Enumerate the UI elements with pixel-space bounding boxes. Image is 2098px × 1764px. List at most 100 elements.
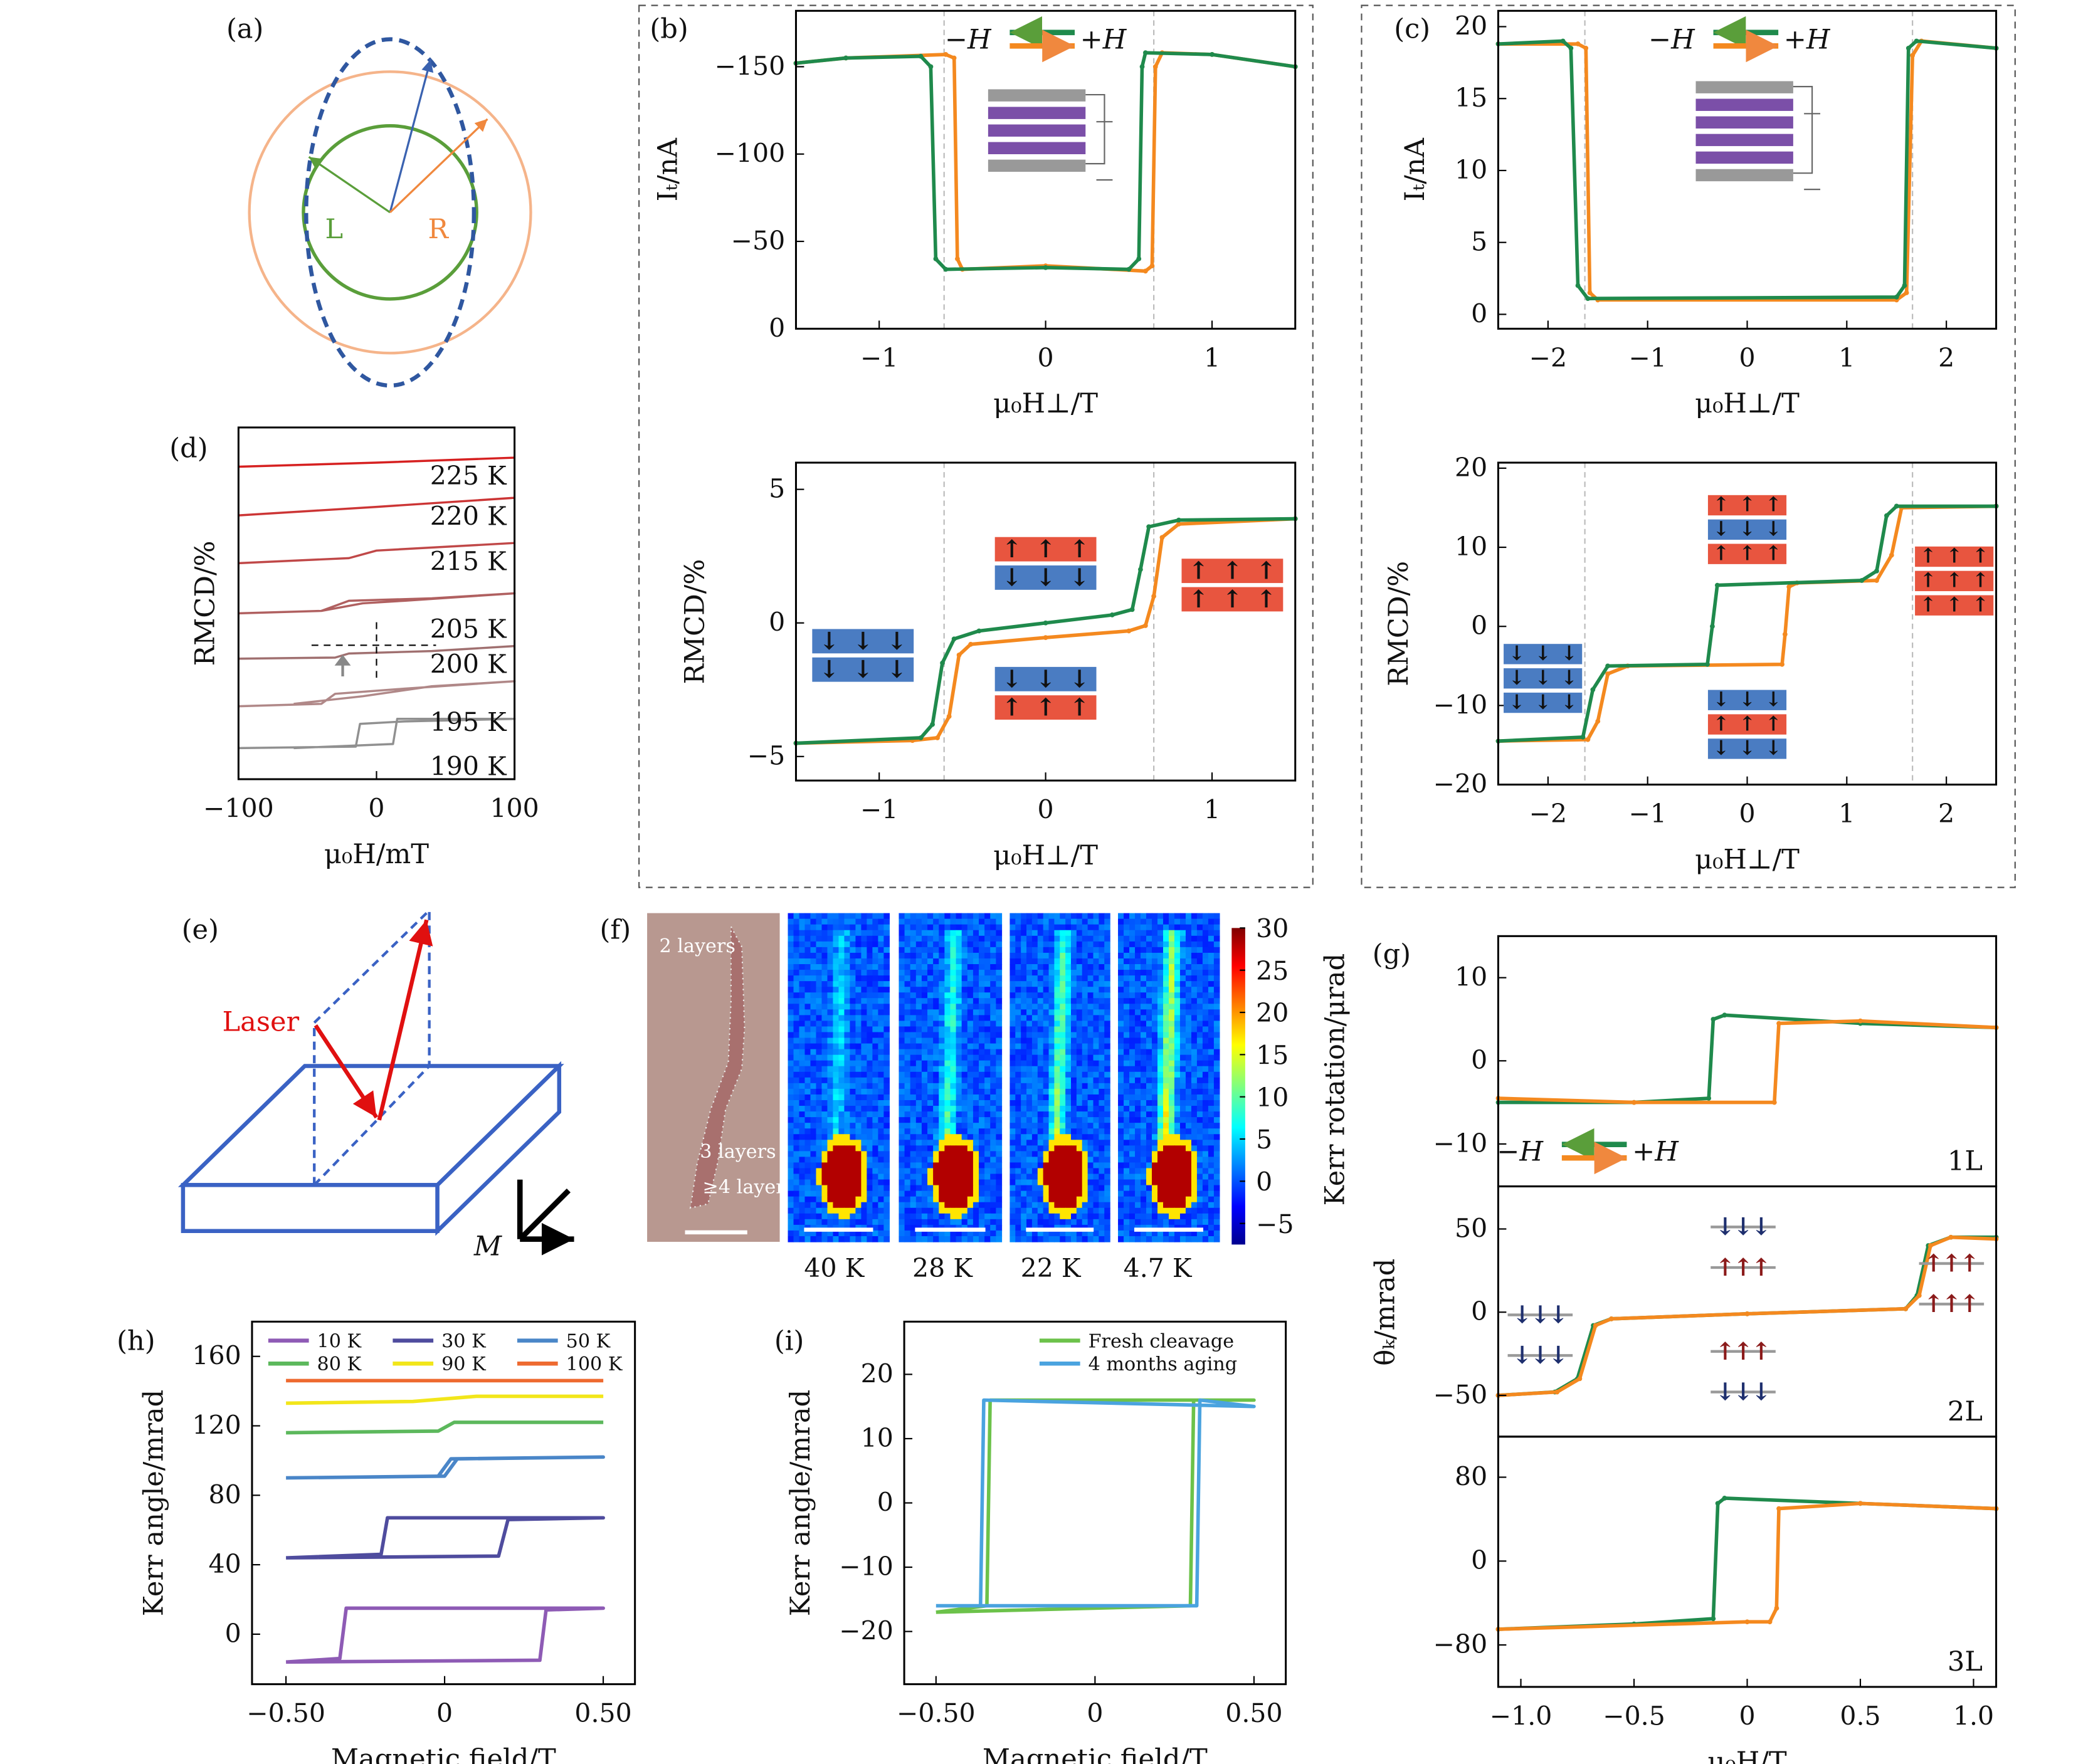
y-tick-label: 10: [1455, 532, 1487, 562]
data-point: [1176, 517, 1181, 523]
down-arrow-icon: ↓: [1733, 1213, 1754, 1241]
data-point: [1903, 1306, 1909, 1311]
temperature-label: 220 K: [430, 501, 507, 531]
plus-h-label: +H: [1784, 24, 1831, 56]
series--h-sweep: [1498, 1501, 1996, 1631]
data-point: [1722, 1496, 1727, 1501]
down-arrow-icon: ↓: [819, 656, 840, 684]
down-arrow-icon: ↓: [1765, 736, 1782, 760]
data-point: [1043, 265, 1048, 270]
up-arrow-icon: ↑: [1001, 694, 1022, 722]
colorbar: [1231, 928, 1245, 1245]
up-arrow-icon: ↑: [1035, 694, 1056, 722]
device-layer: [1695, 81, 1793, 93]
x-tick-label: 1: [1838, 343, 1855, 373]
data-point: [1142, 623, 1148, 628]
spin-layer: [1707, 714, 1787, 735]
sweep-legend-c: −H +H: [1648, 16, 1831, 63]
data-point: [1142, 50, 1148, 56]
up-arrow-icon: ↑: [1188, 557, 1209, 585]
x-tick-label: −2: [1529, 343, 1567, 373]
kerr-map: [1009, 913, 1110, 1242]
spin-layer: [1504, 644, 1583, 664]
data-point: [1575, 41, 1581, 46]
y-tick-label: −10: [1433, 1128, 1488, 1158]
data-point: [1874, 578, 1879, 583]
data-point: [1151, 594, 1157, 599]
data-point: [955, 256, 960, 261]
device-layer: [1695, 169, 1793, 182]
temperature-label: 190 K: [430, 751, 507, 781]
temperature-label: 4.7 K: [1124, 1253, 1193, 1283]
laser-label: Laser: [222, 1006, 299, 1037]
panel-c-frame: [1361, 4, 2016, 888]
y-tick-label: −10: [1433, 690, 1488, 720]
down-arrow-icon: ↓: [1739, 687, 1756, 711]
y-axis-label: RMCD/%: [680, 559, 711, 685]
data-point: [933, 256, 939, 261]
optical-label-4-layers: ≥4 layers: [703, 1176, 795, 1198]
down-arrow-icon: ↓: [1712, 517, 1729, 541]
circuit-wire: [1793, 86, 1813, 174]
chart-g1: 10 0 −10 1L: [1433, 935, 1999, 1188]
plus-h-label: +H: [1080, 24, 1127, 56]
up-arrow-icon: ↑: [1222, 557, 1243, 585]
y-tick-label: 80: [209, 1479, 241, 1509]
down-arrow-icon: ↓: [1508, 690, 1525, 714]
series--h-sweep: [1498, 39, 1996, 301]
spin-layer: [1707, 738, 1787, 759]
data-point: [1774, 1605, 1779, 1611]
up-arrow-icon: ↑: [1919, 544, 1936, 568]
x-tick-label: −0.50: [246, 1698, 325, 1728]
down-arrow-icon: ↓: [1765, 687, 1782, 711]
data-point: [1043, 620, 1048, 626]
x-tick-label: 0: [1739, 343, 1755, 373]
down-arrow-icon: ↓: [1739, 736, 1756, 760]
series-205-k: [238, 592, 516, 615]
data-point: [1767, 1619, 1773, 1625]
chart-g3: −1.0 −0.5 0 0.5 1.0 80 0 −80 μ₀H/T 3L: [1433, 1436, 1999, 1764]
down-arrow-icon: ↓: [1534, 666, 1551, 690]
optical-image: [647, 913, 780, 1242]
data-point: [1568, 46, 1574, 51]
chart-b2: −1 0 1 5 0 −5 μ₀H⊥/T RMCD/%: [680, 461, 1298, 871]
polarization-diagram: L R: [248, 37, 532, 388]
data-point: [946, 713, 952, 719]
up-arrow-icon: ↑: [1946, 592, 1963, 616]
series-10-k: [285, 1606, 605, 1664]
data-point: [1577, 1376, 1583, 1382]
panel-label-a: (a): [226, 13, 263, 45]
data-point: [943, 266, 949, 272]
device-schematic-c: [1695, 81, 1821, 191]
down-arrow-icon: ↓: [887, 656, 907, 684]
series--h-sweep: [1498, 1013, 1996, 1105]
colorbar-tick-label: −5: [1256, 1209, 1294, 1239]
x-tick-label: 2: [1938, 799, 1954, 829]
down-arrow-icon: ↓: [1534, 641, 1551, 665]
x-axis-label: μ₀H/mT: [324, 839, 429, 870]
spin-configuration-g2: ↑↑↑↑↑↑: [1919, 1249, 1985, 1318]
temperature-label: 225 K: [430, 461, 507, 491]
x-tick-label: 0: [1739, 1701, 1755, 1731]
data-point: [1714, 582, 1720, 588]
x-tick-label: 0.5: [1840, 1701, 1880, 1731]
optical-label-3-layers: 3 layers: [700, 1141, 776, 1163]
x-tick-label: 1: [1204, 795, 1220, 825]
up-arrow-icon: ↑: [1919, 592, 1936, 616]
x-tick-label: −0.50: [897, 1698, 976, 1728]
spin-layer: [1181, 587, 1284, 612]
spin-layer: [994, 666, 1097, 691]
chart-b1: −1 0 1 0 −50 −100 −150 μ₀H⊥/T Iₜ/nA: [653, 9, 1298, 419]
spin-layer: [1504, 668, 1583, 689]
up-arrow-icon: ↑: [1946, 544, 1963, 568]
data-point: [918, 53, 924, 59]
chart-g2: 50 0 −50 θₖ/mrad 2L: [1369, 1185, 1999, 1438]
down-arrow-icon: ↓: [1765, 517, 1782, 541]
series--h-sweep: [1498, 39, 1996, 302]
y-tick-label: 10: [1455, 155, 1487, 185]
up-arrow-icon: ↑: [1001, 535, 1022, 564]
series-50-k: [286, 1455, 605, 1480]
moke-geometry-diagram: Laser M: [177, 907, 574, 1263]
data-point: [1146, 524, 1152, 530]
data-point: [928, 64, 934, 70]
